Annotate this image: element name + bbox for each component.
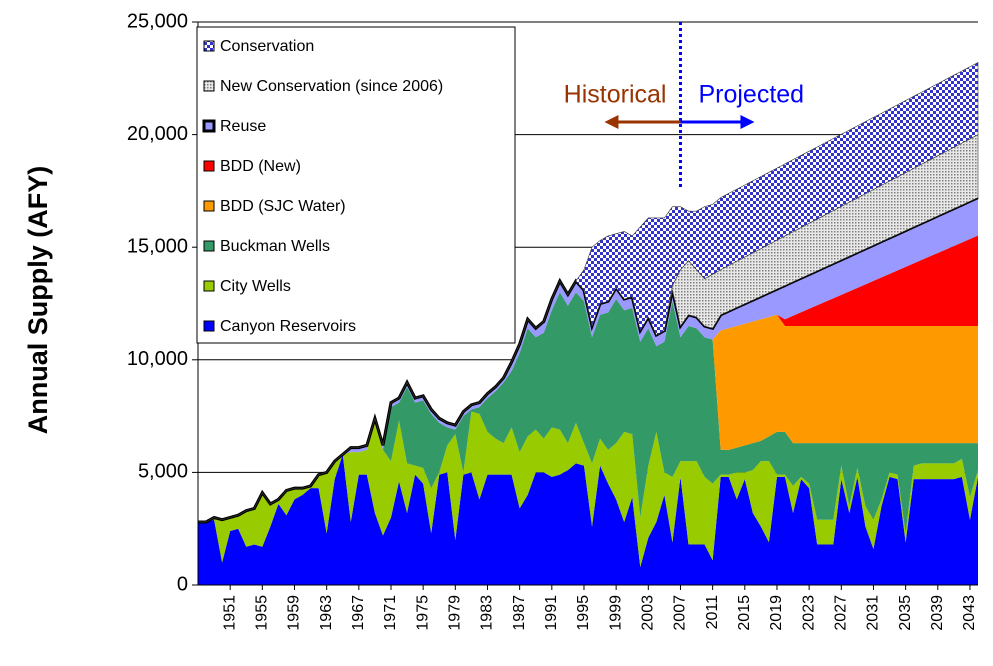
area	[198, 292, 978, 534]
legend-marker	[203, 160, 215, 172]
x-tick-label: 1951	[221, 595, 238, 631]
x-tick-label: 2035	[897, 595, 914, 631]
arrow-head	[604, 115, 619, 129]
legend-marker	[203, 80, 215, 92]
y-axis-label: Annual Supply (AFY)	[23, 166, 53, 434]
legend-text: BDD (New)	[220, 158, 301, 175]
x-tick-label: 2019	[768, 595, 785, 631]
x-tick-label: 2003	[640, 595, 657, 631]
x-tick-label: 1991	[543, 595, 560, 631]
x-tick-label: 2031	[865, 595, 882, 631]
y-tick-label: 10,000	[127, 348, 188, 370]
legend-text: BDD (SJC Water)	[220, 198, 346, 215]
x-tick-label: 1979	[447, 595, 464, 631]
area	[198, 454, 978, 585]
legend-text: City Wells	[220, 278, 291, 295]
legend-marker	[203, 200, 215, 212]
x-tick-label: 1967	[350, 595, 367, 631]
legend-text: Canyon Reservoirs	[220, 318, 356, 335]
x-tick-label: 2011	[704, 595, 721, 630]
x-tick-label: 2027	[833, 595, 850, 631]
y-tick-label: 25,000	[127, 10, 188, 32]
x-tick-label: 1975	[414, 595, 431, 631]
legend-text: New Conservation (since 2006)	[220, 78, 443, 95]
area	[198, 292, 978, 522]
x-tick-label: 2015	[736, 595, 753, 631]
legend-marker	[203, 40, 215, 52]
x-tick-label: 1955	[254, 595, 271, 631]
x-tick-label: 1983	[479, 595, 496, 631]
x-tick-label: 1995	[575, 595, 592, 631]
arrow-head	[740, 115, 755, 129]
area	[198, 62, 979, 523]
x-tick-label: 1971	[382, 595, 399, 631]
legend-marker	[203, 280, 215, 292]
x-tick-label: 1999	[607, 595, 624, 631]
x-tick-label: 2023	[800, 595, 817, 631]
annotation: Projected	[698, 81, 804, 109]
x-tick-label: 1959	[286, 595, 303, 631]
legend-marker	[202, 119, 216, 133]
y-tick-label: 0	[177, 573, 188, 595]
legend-text: Reuse	[220, 118, 266, 135]
x-tick-label: 2039	[929, 595, 946, 631]
area	[198, 411, 978, 567]
y-tick-label: 5,000	[138, 461, 188, 483]
legend-text: Conservation	[220, 38, 314, 55]
y-tick-label: 20,000	[127, 123, 188, 145]
x-tick-label: 1987	[511, 595, 528, 631]
annotation: Historical	[564, 81, 667, 109]
y-tick-label: 15,000	[127, 235, 188, 257]
x-tick-label: 1963	[318, 595, 335, 631]
legend-box	[196, 26, 516, 344]
legend-text: Buckman Wells	[220, 238, 330, 255]
x-tick-label: 2007	[672, 595, 689, 631]
x-tick-label: 2043	[961, 595, 978, 631]
legend-marker	[203, 240, 215, 252]
legend-marker	[203, 320, 215, 332]
